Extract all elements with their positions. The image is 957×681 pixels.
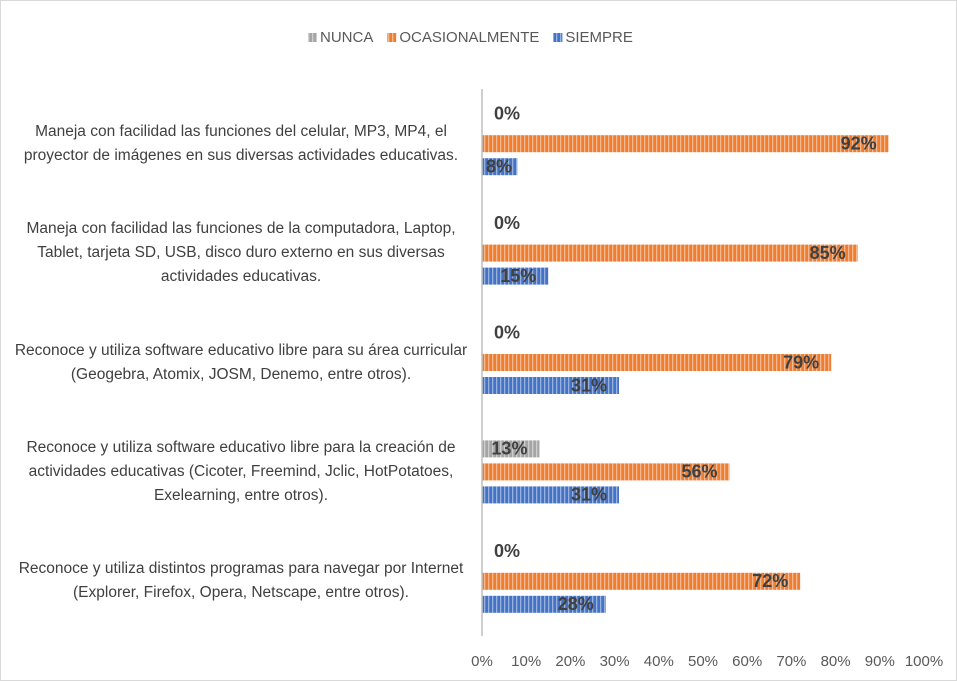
bar	[482, 595, 606, 613]
x-tick-label: 40%	[644, 653, 674, 670]
data-label: 0%	[494, 103, 520, 123]
x-tick-label: 90%	[865, 653, 895, 670]
legend-swatch	[308, 33, 317, 42]
bar	[482, 267, 549, 285]
y-tick-label: Reconoce y utiliza distintos programas p…	[18, 560, 464, 602]
data-label: 28%	[558, 594, 594, 614]
bar	[482, 440, 540, 458]
bar	[482, 244, 858, 262]
data-label: 31%	[571, 375, 607, 395]
data-label: 8%	[486, 156, 512, 176]
legend-swatch	[553, 33, 563, 42]
data-label: 56%	[681, 462, 717, 482]
bar	[482, 377, 620, 394]
x-tick-label: 100%	[905, 653, 943, 670]
data-label: 0%	[494, 322, 520, 342]
data-label: 0%	[494, 213, 520, 233]
x-tick-label: 70%	[776, 653, 806, 670]
bar	[482, 354, 832, 371]
bar	[482, 135, 889, 153]
x-tick-label: 20%	[555, 653, 585, 670]
data-label: 72%	[752, 571, 788, 591]
bar	[482, 572, 801, 590]
bar	[482, 463, 730, 481]
legend-swatch	[387, 33, 397, 42]
data-label: 31%	[571, 485, 607, 505]
y-tick-label: Reconoce y utiliza software educativo li…	[26, 438, 456, 504]
data-label: 0%	[494, 541, 520, 561]
bar	[482, 158, 518, 176]
x-tick-label: 30%	[600, 653, 630, 670]
x-tick-label: 0%	[471, 653, 493, 670]
legend-label: SIEMPRE	[565, 29, 633, 46]
data-label: 79%	[783, 352, 819, 372]
data-label: 15%	[500, 266, 536, 286]
x-tick-label: 10%	[511, 653, 541, 670]
legend-label: OCASIONALMENTE	[399, 29, 539, 46]
data-label: 92%	[841, 133, 877, 153]
x-tick-label: 80%	[821, 653, 851, 670]
data-label: 13%	[491, 439, 527, 459]
x-tick-label: 60%	[732, 653, 762, 670]
x-tick-label: 50%	[688, 653, 718, 670]
data-label: 85%	[810, 243, 846, 263]
y-tick-label: Maneja con facilidad las funciones del c…	[23, 122, 459, 164]
legend-label: NUNCA	[320, 29, 373, 46]
bar	[482, 486, 620, 504]
y-tick-label: Maneja con facilidad las funciones de la…	[26, 220, 456, 286]
y-tick-label: Reconoce y utiliza software educativo li…	[14, 341, 468, 383]
